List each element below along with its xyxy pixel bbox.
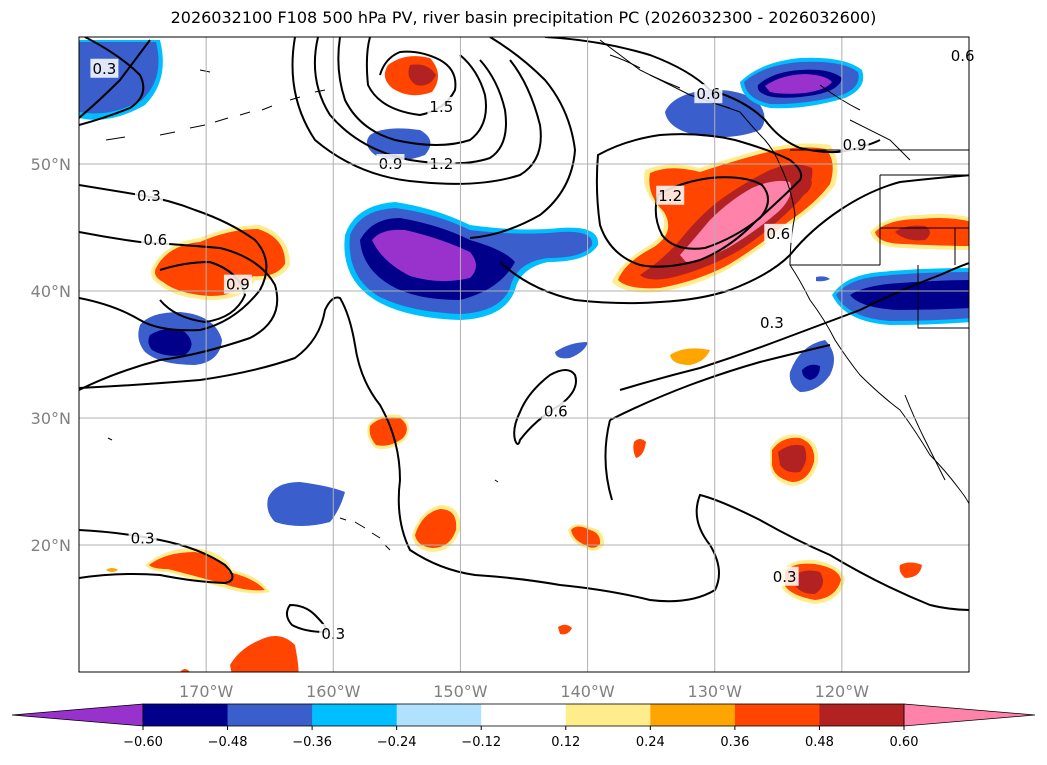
contour-label: 1.5: [427, 96, 456, 116]
map-title: 2026032100 F108 500 hPa PV, river basin …: [170, 8, 877, 27]
colorbar-extend-high: [903, 703, 1036, 727]
lat-tick-label: 50°N: [31, 155, 71, 174]
colorbar-segment: [819, 704, 905, 726]
colorbar-tick-label: −0.36: [292, 735, 332, 750]
colorbar: −0.60 −0.48 −0.36 −0.24 −0.12 0.12 0.24 0.36 0.4…: [11, 703, 1036, 750]
colorbar-segment: [650, 704, 736, 726]
lon-tick-label: 160°W: [306, 682, 361, 701]
colorbar-segment: [481, 704, 567, 726]
neg-blob-central: [344, 202, 599, 320]
svg-text:0.3: 0.3: [773, 568, 797, 586]
contour-labels: 0.31.50.9 1.20.60.60.91.20.60.30.60.90.30…: [90, 46, 977, 643]
map-frame: [78, 36, 970, 673]
pos-blob-top: [384, 56, 439, 96]
svg-text:0.9: 0.9: [226, 276, 250, 294]
contour-label: 0.9: [840, 134, 869, 154]
colorbar-extend-low: [11, 703, 144, 727]
lon-tick-label: 140°W: [560, 682, 615, 701]
contour-label: 0.3: [90, 58, 119, 78]
colorbar-tick-label: 0.36: [720, 735, 749, 750]
pos-blob-pnw: [612, 143, 838, 293]
svg-text:0.9: 0.9: [843, 136, 867, 154]
colorbar-tick-label: 0.60: [890, 735, 919, 750]
colorbar-segment: [734, 704, 820, 726]
neg-blob-hawaii: [267, 482, 345, 526]
pos-blob-east: [870, 214, 969, 250]
svg-text:1.5: 1.5: [429, 98, 453, 116]
colorbar-tick-label: −0.60: [123, 735, 163, 750]
colorbar-segment: [143, 704, 229, 726]
svg-text:0.3: 0.3: [131, 530, 155, 548]
svg-text:0.3: 0.3: [92, 60, 116, 78]
svg-text:0.3: 0.3: [760, 314, 784, 332]
svg-text:0.3: 0.3: [137, 187, 161, 205]
contour-label: 0.6: [141, 230, 170, 250]
contour-label: 1.2: [656, 185, 685, 205]
contour-label: 0.9: [223, 274, 252, 294]
colorbar-segment: [227, 704, 313, 726]
colorbar-tick-label: −0.12: [461, 735, 501, 750]
colorbar-tick-label: −0.24: [377, 735, 417, 750]
contour-label: 0.3: [128, 528, 157, 548]
svg-text:0.6: 0.6: [951, 47, 975, 65]
contour-label: 0.6: [948, 46, 977, 66]
neg-blob-east: [832, 268, 969, 325]
svg-text:0.6: 0.6: [143, 231, 167, 249]
pos-blob-small1: [670, 348, 710, 365]
svg-text:0.6: 0.6: [766, 225, 790, 243]
contour-label: 0.6: [764, 223, 793, 243]
contour-label: 0.3: [134, 185, 163, 205]
pos-blob-bottom: [230, 636, 299, 672]
lat-tick-label: 20°N: [31, 536, 71, 555]
lat-tick-label: 40°N: [31, 282, 71, 301]
lon-tick-label: 150°W: [433, 682, 488, 701]
lon-tick-label: 170°W: [179, 682, 234, 701]
lat-tick-labels: 50°N 40°N 30°N 20°N: [31, 155, 71, 555]
svg-text:1.2: 1.2: [658, 187, 682, 205]
contour-label: 0.6: [541, 401, 570, 421]
colorbar-tick-label: 0.24: [636, 735, 665, 750]
lon-tick-label: 130°W: [688, 682, 743, 701]
lat-tick-label: 30°N: [31, 409, 71, 428]
pos-blob-left: [151, 225, 290, 300]
contour-label: 0.3: [770, 566, 799, 586]
colorbar-tick-label: −0.48: [208, 735, 248, 750]
svg-text:0.6: 0.6: [544, 403, 568, 421]
contour-label: 0.3: [757, 312, 786, 332]
colorbar-tick-label: 0.12: [551, 735, 580, 750]
colorbar-frame: [142, 703, 905, 727]
neg-blob-small: [555, 342, 588, 359]
svg-text:0.6: 0.6: [696, 85, 720, 103]
colorbar-segment: [396, 704, 482, 726]
lon-tick-label: 120°W: [815, 682, 870, 701]
colorbar-segment: [312, 704, 398, 726]
gridlines: [79, 37, 969, 672]
lon-tick-labels: 170°W 160°W 150°W 140°W 130°W 120°W: [179, 682, 869, 701]
colorbar-tick-label: 0.48: [805, 735, 834, 750]
colorbar-segment: [565, 704, 651, 726]
contour-label: 0.6: [694, 84, 723, 104]
